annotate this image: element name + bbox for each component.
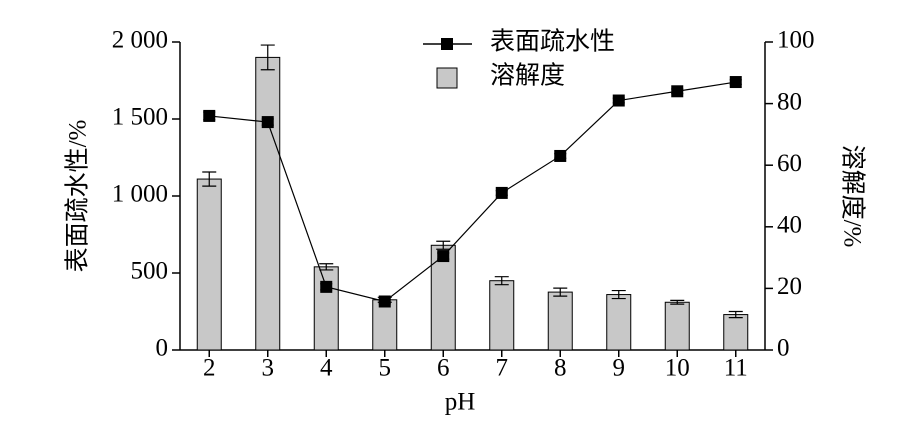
- marker: [437, 250, 450, 263]
- x-tick-label: 9: [613, 355, 626, 382]
- x-tick-label: 5: [379, 355, 392, 382]
- bar: [196, 178, 222, 351]
- marker: [378, 295, 391, 308]
- bar: [606, 294, 632, 351]
- x-tick-label: 4: [320, 355, 333, 382]
- y2-tick-label: 20: [777, 273, 802, 300]
- y2-tick-label: 60: [777, 150, 802, 177]
- error-bar: [670, 299, 685, 305]
- bar: [723, 314, 749, 351]
- marker: [203, 109, 216, 122]
- marker: [612, 94, 625, 107]
- legend-label: 表面疏水性: [490, 28, 615, 56]
- marker: [261, 116, 274, 129]
- error-bar: [728, 310, 743, 319]
- error-bar: [494, 276, 509, 286]
- error-bar: [436, 240, 451, 250]
- y2-tick-label: 40: [777, 212, 802, 239]
- bar: [664, 301, 690, 351]
- y-tick-label: 1 000: [112, 181, 168, 208]
- x-tick-label: 8: [554, 355, 567, 382]
- bar: [372, 299, 398, 351]
- error-bar: [611, 289, 626, 300]
- marker: [495, 186, 508, 199]
- legend-swatch: [436, 67, 458, 89]
- legend-marker: [441, 38, 453, 50]
- error-bar: [260, 44, 275, 71]
- marker: [554, 149, 567, 162]
- error-bar: [319, 263, 334, 271]
- bar: [255, 56, 281, 351]
- bar: [313, 266, 339, 351]
- y2-tick-label: 80: [777, 88, 802, 115]
- line: [209, 81, 736, 303]
- marker: [320, 280, 333, 293]
- error-bar: [202, 171, 217, 187]
- y-tick-label: 0: [156, 335, 169, 362]
- y-tick-label: 500: [131, 258, 169, 285]
- bar: [489, 280, 515, 351]
- y2-axis-label: 溶解度/%: [838, 145, 866, 248]
- y2-tick-label: 0: [777, 335, 790, 362]
- x-tick-label: 7: [496, 355, 509, 382]
- legend-label: 溶解度: [490, 62, 565, 90]
- y-tick-label: 2 000: [112, 27, 168, 54]
- x-tick-label: 6: [437, 355, 450, 382]
- y2-tick-label: 100: [777, 27, 815, 54]
- x-tick-label: 11: [724, 355, 748, 382]
- marker: [729, 76, 742, 89]
- marker: [671, 85, 684, 98]
- bar: [547, 291, 573, 351]
- x-tick-label: 10: [665, 355, 690, 382]
- error-bar: [553, 287, 568, 297]
- x-tick-label: 2: [203, 355, 216, 382]
- x-tick-label: 3: [262, 355, 275, 382]
- y-tick-label: 1 500: [112, 104, 168, 131]
- y-axis-label: 表面疏水性/%: [64, 120, 92, 273]
- x-axis-label: pH: [445, 389, 476, 416]
